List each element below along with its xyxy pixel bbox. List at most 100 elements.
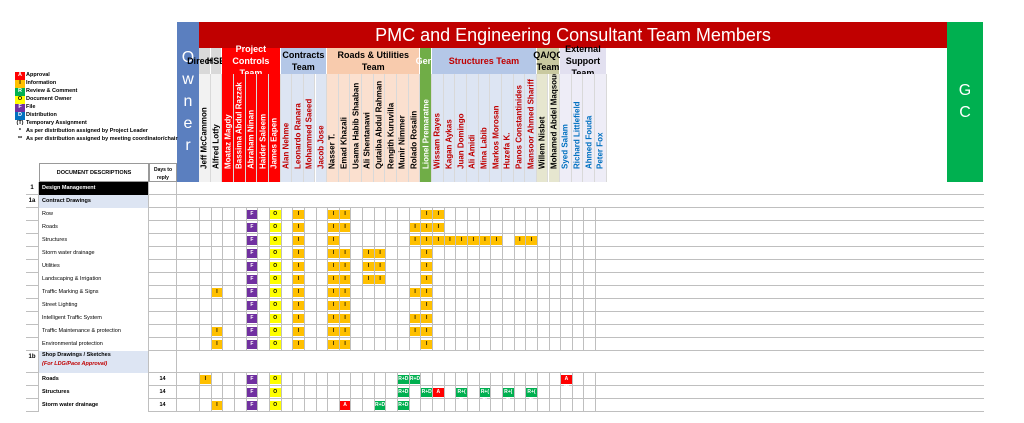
matrix-cell[interactable]: F bbox=[246, 314, 258, 323]
matrix-cell[interactable]: F bbox=[246, 275, 258, 284]
matrix-cell[interactable]: I bbox=[339, 210, 351, 219]
matrix-cell[interactable]: I bbox=[363, 275, 374, 284]
matrix-cell[interactable]: I bbox=[409, 223, 421, 232]
matrix-cell[interactable]: R+( T) bbox=[479, 388, 491, 404]
matrix-cell[interactable]: I bbox=[211, 401, 223, 410]
matrix-cell[interactable]: I bbox=[293, 275, 304, 284]
matrix-cell[interactable]: I bbox=[339, 275, 351, 284]
matrix-cell[interactable]: F bbox=[246, 223, 258, 232]
matrix-cell[interactable]: R+D bbox=[398, 375, 409, 384]
matrix-cell[interactable]: F bbox=[246, 340, 258, 349]
matrix-cell[interactable]: I bbox=[409, 327, 421, 336]
matrix-cell[interactable]: I bbox=[339, 327, 351, 336]
matrix-cell[interactable]: I bbox=[433, 223, 444, 232]
matrix-cell[interactable]: I bbox=[328, 288, 339, 297]
matrix-cell[interactable]: O bbox=[269, 388, 281, 397]
matrix-cell[interactable]: I bbox=[328, 262, 339, 271]
matrix-cell[interactable]: I bbox=[421, 340, 432, 349]
matrix-cell[interactable]: I bbox=[409, 236, 421, 245]
matrix-cell[interactable]: I bbox=[421, 314, 432, 323]
matrix-cell[interactable]: R+D bbox=[409, 375, 421, 384]
matrix-cell[interactable]: F bbox=[246, 262, 258, 271]
matrix-cell[interactable]: R+( T) bbox=[502, 388, 514, 404]
matrix-cell[interactable]: I bbox=[421, 288, 432, 297]
matrix-cell[interactable]: F bbox=[246, 375, 258, 384]
matrix-cell[interactable]: O bbox=[269, 301, 281, 310]
matrix-cell[interactable]: O bbox=[269, 249, 281, 258]
matrix-cell[interactable]: I bbox=[433, 236, 444, 245]
matrix-cell[interactable]: I bbox=[293, 301, 304, 310]
matrix-cell[interactable]: I bbox=[328, 249, 339, 258]
matrix-cell[interactable]: I bbox=[293, 249, 304, 258]
matrix-cell[interactable]: O bbox=[269, 236, 281, 245]
matrix-cell[interactable]: I bbox=[409, 314, 421, 323]
matrix-cell[interactable]: I bbox=[339, 301, 351, 310]
matrix-cell[interactable]: F bbox=[246, 249, 258, 258]
matrix-cell[interactable]: O bbox=[269, 375, 281, 384]
matrix-cell[interactable]: R+( T) bbox=[456, 388, 467, 404]
matrix-cell[interactable]: F bbox=[246, 327, 258, 336]
matrix-cell[interactable]: I bbox=[328, 223, 339, 232]
matrix-cell[interactable]: I bbox=[421, 262, 432, 271]
matrix-cell[interactable]: O bbox=[269, 210, 281, 219]
matrix-cell[interactable]: I bbox=[374, 249, 386, 258]
matrix-cell[interactable]: O bbox=[269, 262, 281, 271]
matrix-cell[interactable]: I bbox=[328, 327, 339, 336]
matrix-cell[interactable]: I bbox=[339, 340, 351, 349]
matrix-cell[interactable]: I bbox=[444, 236, 456, 245]
matrix-cell[interactable]: I bbox=[491, 236, 502, 245]
matrix-cell[interactable]: I bbox=[339, 249, 351, 258]
matrix-cell[interactable]: I bbox=[421, 301, 432, 310]
matrix-cell[interactable]: I bbox=[293, 288, 304, 297]
matrix-cell[interactable]: I bbox=[328, 210, 339, 219]
matrix-cell[interactable]: I bbox=[339, 223, 351, 232]
matrix-cell[interactable]: I bbox=[328, 301, 339, 310]
matrix-cell[interactable]: I bbox=[328, 236, 339, 245]
matrix-cell[interactable]: I bbox=[374, 275, 386, 284]
matrix-cell[interactable]: R+D bbox=[374, 401, 386, 410]
matrix-cell[interactable]: I bbox=[421, 210, 432, 219]
matrix-cell[interactable]: O bbox=[269, 401, 281, 410]
matrix-cell[interactable]: I bbox=[200, 375, 211, 384]
matrix-cell[interactable]: R+( T) bbox=[526, 388, 537, 404]
matrix-cell[interactable]: A (T) bbox=[561, 375, 572, 391]
matrix-cell[interactable]: I bbox=[421, 327, 432, 336]
matrix-cell[interactable]: F bbox=[246, 210, 258, 219]
matrix-cell[interactable]: I bbox=[339, 314, 351, 323]
matrix-cell[interactable]: I bbox=[328, 340, 339, 349]
matrix-cell[interactable]: F bbox=[246, 236, 258, 245]
matrix-cell[interactable]: I bbox=[421, 236, 432, 245]
matrix-cell[interactable]: I bbox=[293, 210, 304, 219]
matrix-cell[interactable]: I bbox=[211, 288, 223, 297]
matrix-cell[interactable]: O bbox=[269, 275, 281, 284]
matrix-cell[interactable]: I bbox=[409, 288, 421, 297]
matrix-cell[interactable]: I bbox=[363, 249, 374, 258]
matrix-cell[interactable]: O bbox=[269, 288, 281, 297]
matrix-cell[interactable]: I bbox=[421, 275, 432, 284]
matrix-cell[interactable]: F bbox=[246, 301, 258, 310]
matrix-cell[interactable]: I bbox=[526, 236, 537, 245]
matrix-cell[interactable]: I bbox=[421, 223, 432, 232]
matrix-cell[interactable]: I bbox=[211, 327, 223, 336]
matrix-cell[interactable]: F bbox=[246, 401, 258, 410]
matrix-cell[interactable]: R+D bbox=[398, 401, 409, 410]
matrix-cell[interactable]: I bbox=[293, 314, 304, 323]
matrix-cell[interactable]: I bbox=[479, 236, 491, 245]
matrix-cell[interactable]: I bbox=[293, 340, 304, 349]
matrix-cell[interactable]: R+D bbox=[398, 388, 409, 397]
matrix-cell[interactable]: O bbox=[269, 314, 281, 323]
matrix-cell[interactable]: I bbox=[421, 249, 432, 258]
matrix-cell[interactable]: I bbox=[363, 262, 374, 271]
matrix-cell[interactable]: F bbox=[246, 388, 258, 397]
matrix-cell[interactable]: I bbox=[467, 236, 479, 245]
matrix-cell[interactable]: O bbox=[269, 223, 281, 232]
matrix-cell[interactable]: A bbox=[339, 401, 351, 410]
matrix-cell[interactable]: I bbox=[456, 236, 467, 245]
matrix-cell[interactable]: I bbox=[433, 210, 444, 219]
matrix-cell[interactable]: O bbox=[269, 327, 281, 336]
matrix-cell[interactable]: I bbox=[374, 262, 386, 271]
matrix-cell[interactable]: A bbox=[433, 388, 444, 397]
matrix-cell[interactable]: I bbox=[293, 262, 304, 271]
matrix-cell[interactable]: I bbox=[293, 236, 304, 245]
matrix-cell[interactable]: R+D bbox=[421, 388, 432, 397]
